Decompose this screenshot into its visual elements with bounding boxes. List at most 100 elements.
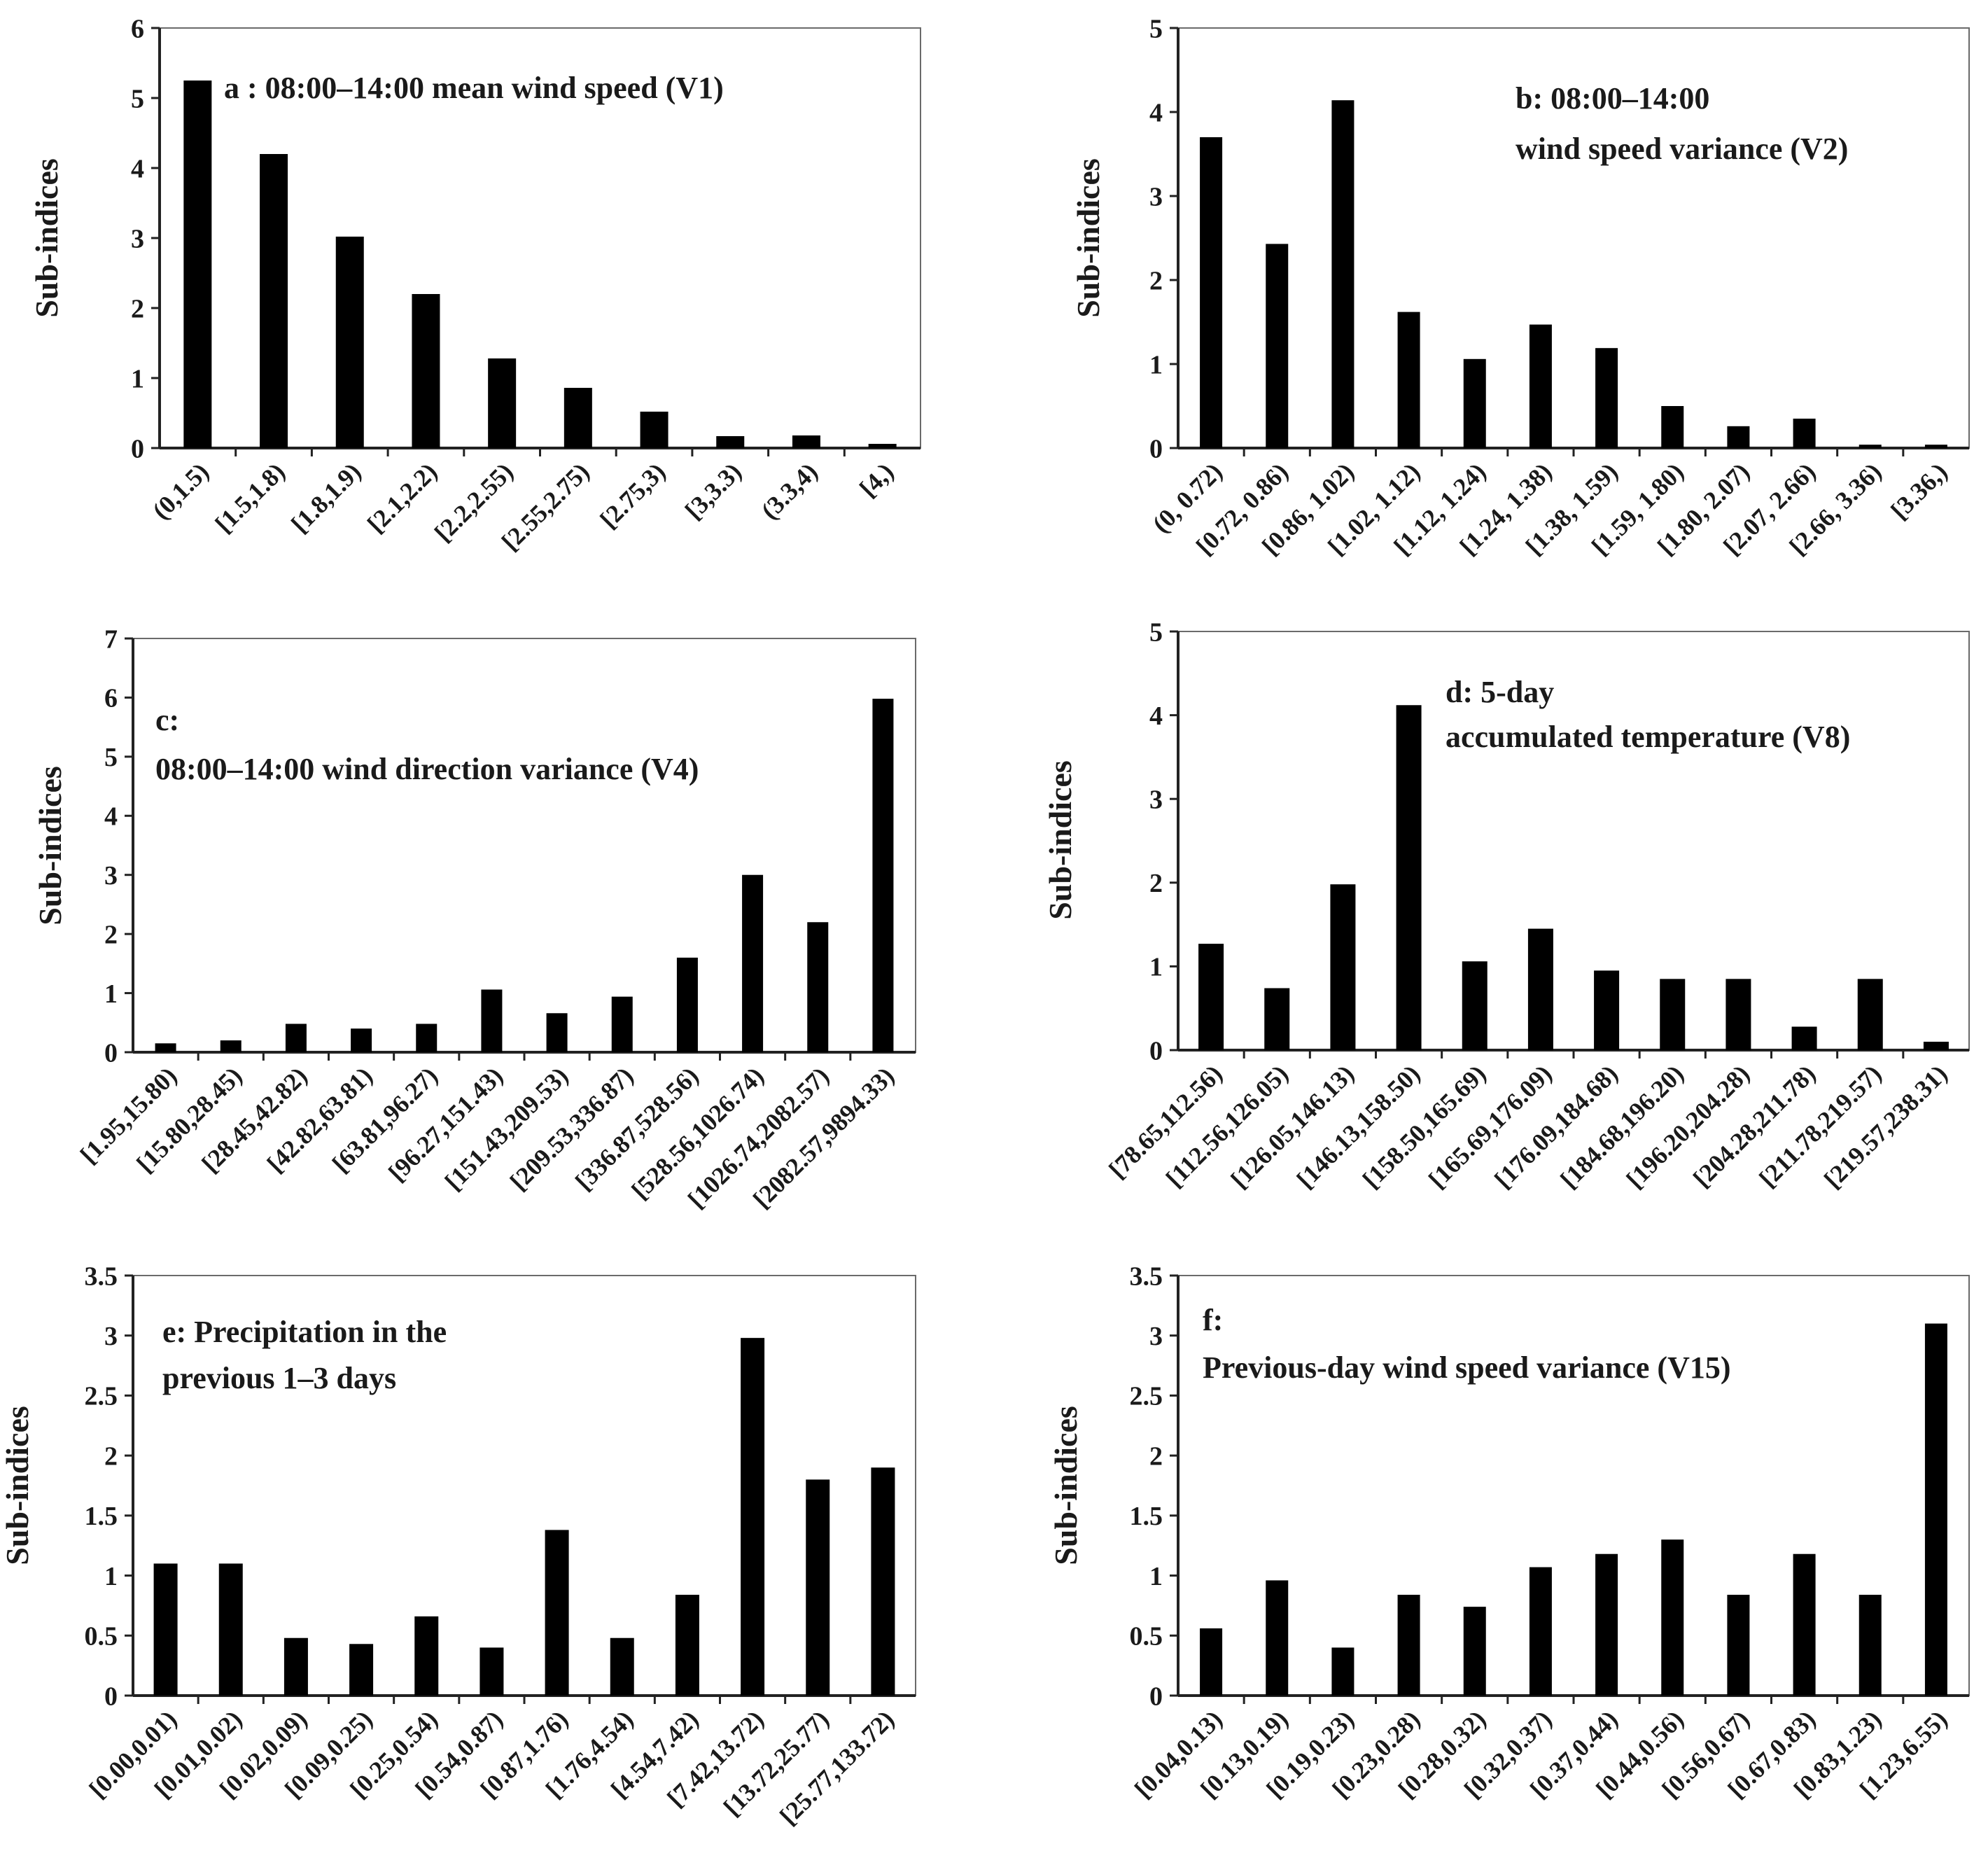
bar-b-8	[1727, 426, 1750, 448]
bar-f-11	[1924, 1323, 1947, 1696]
bar-f-7	[1661, 1539, 1684, 1696]
bar-e-9	[741, 1338, 765, 1696]
y-tick-label: 5	[131, 84, 144, 113]
bar-c-11	[872, 699, 894, 1052]
bar-d-3	[1396, 705, 1422, 1050]
y-tick-label: 6	[131, 14, 144, 43]
bar-b-5	[1529, 324, 1552, 448]
y-tick-label: 2	[1149, 869, 1163, 898]
y-tick-label: 1	[1149, 1562, 1163, 1591]
y-tick-label: 3	[131, 224, 144, 253]
y-tick-label: 2	[1149, 1441, 1163, 1471]
bar-e-8	[675, 1595, 699, 1696]
y-tick-label: 1.5	[1130, 1502, 1163, 1531]
y-tick-label: 2	[104, 920, 118, 949]
bar-a-2	[335, 237, 364, 448]
x-tick-label: [78.65,112.56)	[1103, 1059, 1227, 1183]
y-tick-label: 3	[1149, 1322, 1163, 1351]
bar-f-3	[1397, 1595, 1420, 1696]
bar-a-8	[792, 435, 820, 448]
bar-a-4	[488, 358, 517, 448]
y-axis-label: Sub-indices	[1042, 760, 1078, 920]
y-axis-label: Sub-indices	[0, 1406, 35, 1565]
plot-frame	[1177, 631, 1970, 1051]
chart-title: c:	[155, 703, 179, 737]
chart-title: e: Precipitation in the	[162, 1315, 447, 1349]
y-tick-label: 3	[1149, 182, 1163, 211]
y-tick-label: 1	[104, 979, 118, 1009]
x-tick-label: (0,1.5)	[147, 457, 214, 524]
bar-c-1	[220, 1040, 241, 1052]
y-tick-label: 0.5	[85, 1622, 118, 1651]
bar-f-9	[1793, 1553, 1816, 1696]
x-tick-label: [4,)	[854, 457, 899, 502]
y-tick-label: 2.5	[1130, 1382, 1163, 1411]
bar-c-5	[481, 989, 503, 1052]
plot-frame	[132, 638, 916, 1053]
bar-c-6	[546, 1013, 568, 1052]
y-tick-label: 1	[131, 364, 144, 393]
y-tick-label: 3	[1149, 785, 1163, 815]
bar-b-0	[1200, 137, 1223, 448]
y-tick-label: 0.5	[1130, 1622, 1163, 1651]
y-tick-label: 1	[1149, 350, 1163, 379]
bar-d-5	[1527, 928, 1553, 1050]
bar-b-10	[1858, 445, 1882, 448]
y-tick-label: 3.5	[1130, 1262, 1163, 1291]
chart-panel-d: 012345[78.65,112.56)[112.56,126.05)[126.…	[1042, 617, 1970, 1194]
bar-f-8	[1727, 1595, 1750, 1696]
y-tick-label: 1.5	[85, 1502, 118, 1531]
bar-a-3	[412, 294, 440, 448]
bar-d-4	[1462, 961, 1488, 1050]
y-tick-label: 2	[131, 294, 144, 323]
bar-b-4	[1463, 358, 1486, 448]
bar-c-8	[676, 957, 698, 1052]
y-tick-label: 0	[1149, 434, 1163, 463]
y-tick-label: 1	[1149, 953, 1163, 982]
bar-a-6	[640, 412, 668, 448]
y-axis-label: Sub-indices	[1048, 1406, 1084, 1565]
bar-c-0	[155, 1043, 176, 1052]
bar-e-5	[479, 1647, 504, 1696]
plot-frame	[1177, 1275, 1970, 1696]
bar-f-2	[1331, 1647, 1354, 1696]
bar-b-9	[1793, 419, 1816, 448]
x-tick-label: [3,3.3)	[680, 457, 747, 524]
bar-c-3	[351, 1028, 372, 1052]
bar-b-7	[1661, 406, 1684, 448]
bar-b-11	[1924, 445, 1947, 448]
y-tick-label: 0	[1149, 1036, 1163, 1066]
x-tick-label: [96.27,151.43)	[383, 1061, 508, 1187]
bar-b-6	[1595, 348, 1618, 448]
bar-f-1	[1266, 1580, 1289, 1696]
bar-f-4	[1463, 1607, 1486, 1696]
bar-c-4	[416, 1024, 438, 1052]
bar-c-9	[742, 874, 764, 1052]
bar-f-0	[1200, 1628, 1223, 1696]
chart-title: 08:00–14:00 wind direction variance (V4)	[155, 752, 699, 786]
y-tick-label: 2	[1149, 266, 1163, 295]
chart-title: a : 08:00–14:00 mean wind speed (V1)	[224, 71, 724, 105]
y-tick-label: 2	[104, 1441, 118, 1471]
bar-a-7	[716, 436, 745, 448]
x-tick-label: [1.8,1.9)	[286, 457, 366, 538]
chart-title: d: 5-day	[1446, 675, 1554, 709]
y-tick-label: 4	[104, 802, 118, 832]
bar-e-0	[153, 1563, 178, 1696]
bar-b-2	[1331, 100, 1354, 448]
chart-title: f:	[1203, 1303, 1223, 1337]
y-tick-label: 1	[104, 1562, 118, 1591]
y-tick-label: 4	[1149, 701, 1163, 731]
bar-c-7	[611, 996, 633, 1052]
bar-d-6	[1594, 970, 1620, 1050]
bar-e-3	[349, 1644, 374, 1696]
bar-d-1	[1264, 988, 1290, 1050]
bar-d-0	[1198, 944, 1224, 1050]
bar-e-11	[871, 1467, 895, 1696]
chart-panel-c: 01234567[1.95,15.80)[15.80,28.45)[28.45,…	[32, 624, 916, 1213]
y-tick-label: 0	[104, 1682, 118, 1711]
chart-title: Previous-day wind speed variance (V15)	[1203, 1350, 1731, 1385]
x-tick-label: (3.3,4)	[755, 457, 822, 524]
chart-title: b: 08:00–14:00	[1516, 81, 1709, 116]
